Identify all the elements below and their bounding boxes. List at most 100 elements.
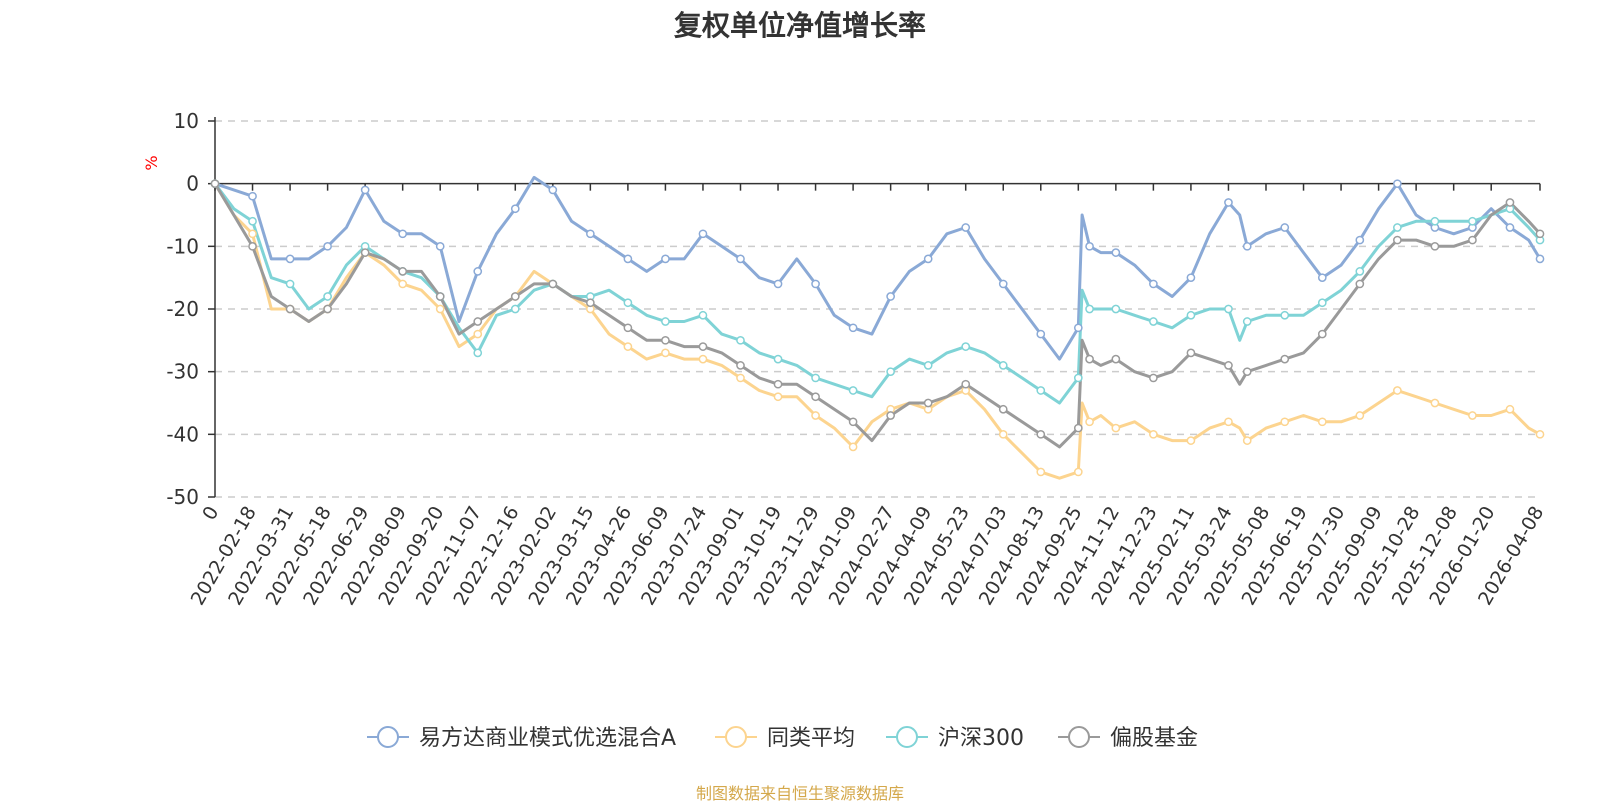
- data-point: [1242, 367, 1252, 377]
- y-tick-label: -30: [166, 360, 199, 384]
- data-point: [510, 304, 520, 314]
- data-point: [811, 373, 820, 383]
- data-point: [473, 267, 483, 276]
- data-point: [435, 304, 445, 314]
- data-point: [998, 404, 1008, 414]
- data-point: [510, 204, 520, 214]
- series-line: [213, 175, 1542, 361]
- data-point: [1111, 423, 1121, 433]
- data-point: [1430, 216, 1440, 226]
- legend-marker: [1068, 726, 1090, 748]
- data-point: [736, 335, 745, 345]
- data-point: [1149, 279, 1158, 289]
- data-point: [848, 417, 858, 427]
- data-point: [473, 348, 483, 358]
- source-note: 制图数据来自恒生聚源数据库: [695, 784, 904, 803]
- data-point: [623, 323, 633, 333]
- data-point: [1317, 329, 1327, 339]
- y-tick-label: -50: [166, 485, 199, 509]
- data-point: [473, 317, 483, 326]
- data-point: [1535, 254, 1545, 264]
- data-point: [1186, 436, 1196, 445]
- data-point: [848, 323, 858, 333]
- y-tick-label: -40: [166, 422, 199, 446]
- data-point: [661, 317, 670, 326]
- data-point: [473, 329, 483, 339]
- data-point: [1111, 248, 1121, 257]
- data-point: [1468, 411, 1477, 420]
- data-point: [1036, 386, 1046, 395]
- data-point: [773, 354, 783, 364]
- data-point: [248, 191, 257, 201]
- data-point: [661, 348, 670, 358]
- series-markers: [210, 179, 1545, 477]
- data-point: [1186, 348, 1196, 358]
- chart-title: 复权单位净值增长率: [673, 9, 926, 42]
- data-point: [210, 179, 220, 189]
- data-point: [698, 342, 708, 351]
- data-point: [698, 354, 708, 364]
- legend-label: 同类平均: [767, 726, 855, 751]
- data-point: [1280, 223, 1290, 232]
- data-point: [1186, 273, 1196, 283]
- data-point: [1468, 235, 1477, 245]
- data-point: [1224, 417, 1233, 427]
- data-point: [961, 223, 971, 232]
- data-point: [1505, 404, 1515, 414]
- data-point: [886, 411, 895, 420]
- y-tick-label: -10: [166, 234, 199, 258]
- data-point: [1355, 411, 1365, 420]
- data-point: [1430, 241, 1440, 251]
- data-point: [285, 304, 295, 314]
- data-point: [848, 386, 858, 395]
- data-point: [285, 254, 295, 264]
- y-tick-label: 0: [186, 172, 199, 196]
- data-point: [1085, 417, 1094, 427]
- data-point: [1085, 241, 1094, 251]
- data-point: [548, 279, 558, 289]
- data-point: [623, 298, 633, 308]
- data-point: [1073, 323, 1083, 333]
- data-point: [1036, 329, 1046, 339]
- legend-label: 偏股基金: [1110, 726, 1198, 751]
- data-point: [1036, 467, 1046, 477]
- data-point: [1242, 317, 1252, 326]
- data-point: [1036, 429, 1046, 439]
- data-point: [1505, 198, 1515, 207]
- data-point: [1242, 241, 1252, 251]
- y-tick-label: 10: [174, 109, 199, 133]
- data-point: [1224, 361, 1233, 370]
- data-point: [1355, 267, 1365, 276]
- series-line: [213, 182, 1542, 405]
- data-point: [923, 361, 933, 370]
- data-point: [623, 254, 633, 264]
- data-point: [698, 310, 708, 320]
- data-point: [736, 361, 745, 370]
- data-point: [773, 379, 783, 389]
- data-point: [623, 342, 633, 351]
- data-point: [1111, 304, 1121, 314]
- data-point: [285, 279, 295, 289]
- data-point: [1085, 354, 1094, 364]
- data-point: [1149, 429, 1158, 439]
- data-point: [961, 379, 971, 389]
- y-tick-label: -20: [166, 297, 199, 321]
- y-axis-unit-label: %: [142, 155, 161, 170]
- data-point: [886, 367, 895, 377]
- data-point: [398, 229, 408, 239]
- data-point: [736, 373, 745, 383]
- series-lines: [213, 175, 1542, 480]
- legend: 易方达商业模式优选混合A 同类平均 沪深300 偏股基金: [367, 726, 1198, 751]
- legend-marker: [725, 726, 747, 748]
- data-point: [1430, 398, 1440, 408]
- data-point: [1242, 436, 1252, 445]
- data-point: [1505, 223, 1515, 232]
- data-point: [360, 248, 370, 257]
- x-tick-label: 0: [198, 503, 223, 524]
- data-point: [323, 304, 332, 314]
- data-point: [698, 229, 708, 239]
- data-point: [773, 392, 783, 402]
- data-point: [360, 185, 370, 195]
- data-point: [998, 429, 1008, 439]
